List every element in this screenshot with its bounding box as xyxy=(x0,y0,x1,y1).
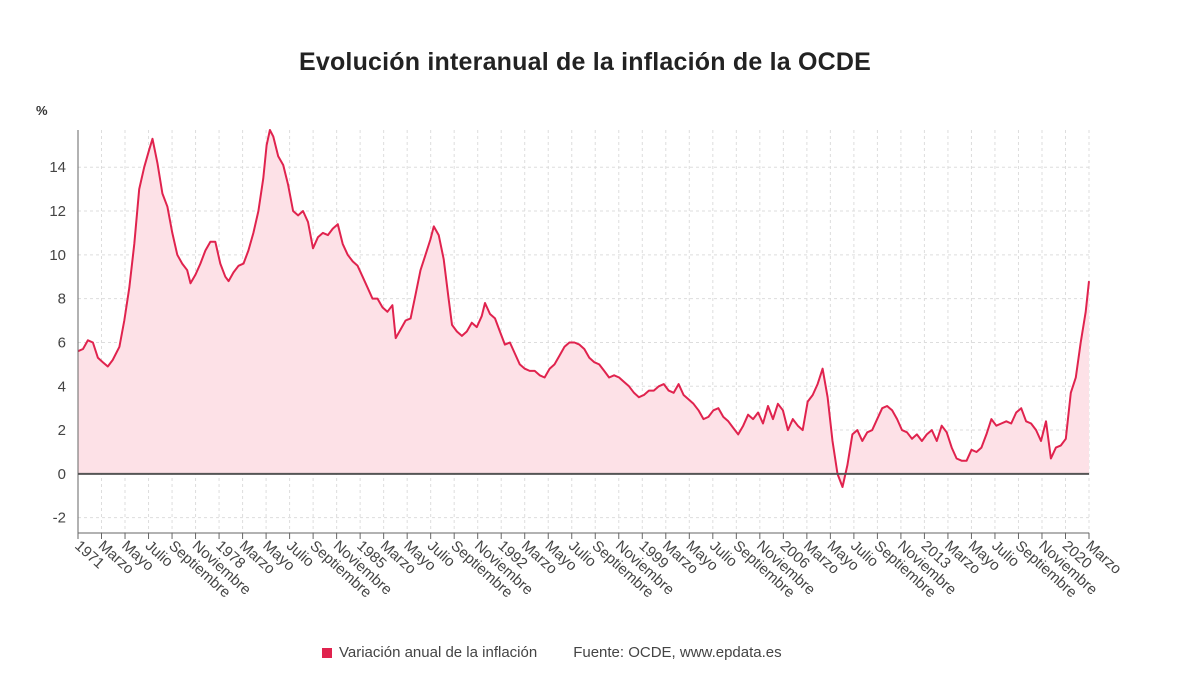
y-tick-labels: -2 0 2 4 6 8 10 12 14 xyxy=(49,159,66,526)
y-tick-label: -2 xyxy=(53,510,66,527)
y-tick-label: 8 xyxy=(58,291,66,308)
area-layer xyxy=(78,130,1089,487)
y-tick-label: 12 xyxy=(49,203,66,220)
source-label: Fuente: OCDE, www.epdata.es xyxy=(573,644,782,661)
y-tick-label: 6 xyxy=(58,334,66,351)
line-layer xyxy=(77,129,1090,488)
legend-label: Variación anual de la inflación xyxy=(339,644,538,661)
series-area-fill xyxy=(78,130,1089,487)
axes xyxy=(77,130,1090,539)
chart-title: Evolución interanual de la inflación de … xyxy=(298,48,871,76)
y-tick-label: 4 xyxy=(58,378,66,395)
legend: Variación anual de la inflación Fuente: … xyxy=(322,644,782,661)
x-tick-labels: 1971MarzoMayoJulioSeptiembreNoviembre197… xyxy=(71,537,1124,601)
y-tick-label: 10 xyxy=(49,247,66,264)
y-axis-label: % xyxy=(36,103,48,118)
y-tick-label: 14 xyxy=(49,159,66,176)
legend-swatch xyxy=(322,647,332,658)
y-tick-label: 0 xyxy=(58,466,66,483)
series-line-inflation xyxy=(77,129,1090,488)
y-tick-label: 2 xyxy=(58,422,66,439)
